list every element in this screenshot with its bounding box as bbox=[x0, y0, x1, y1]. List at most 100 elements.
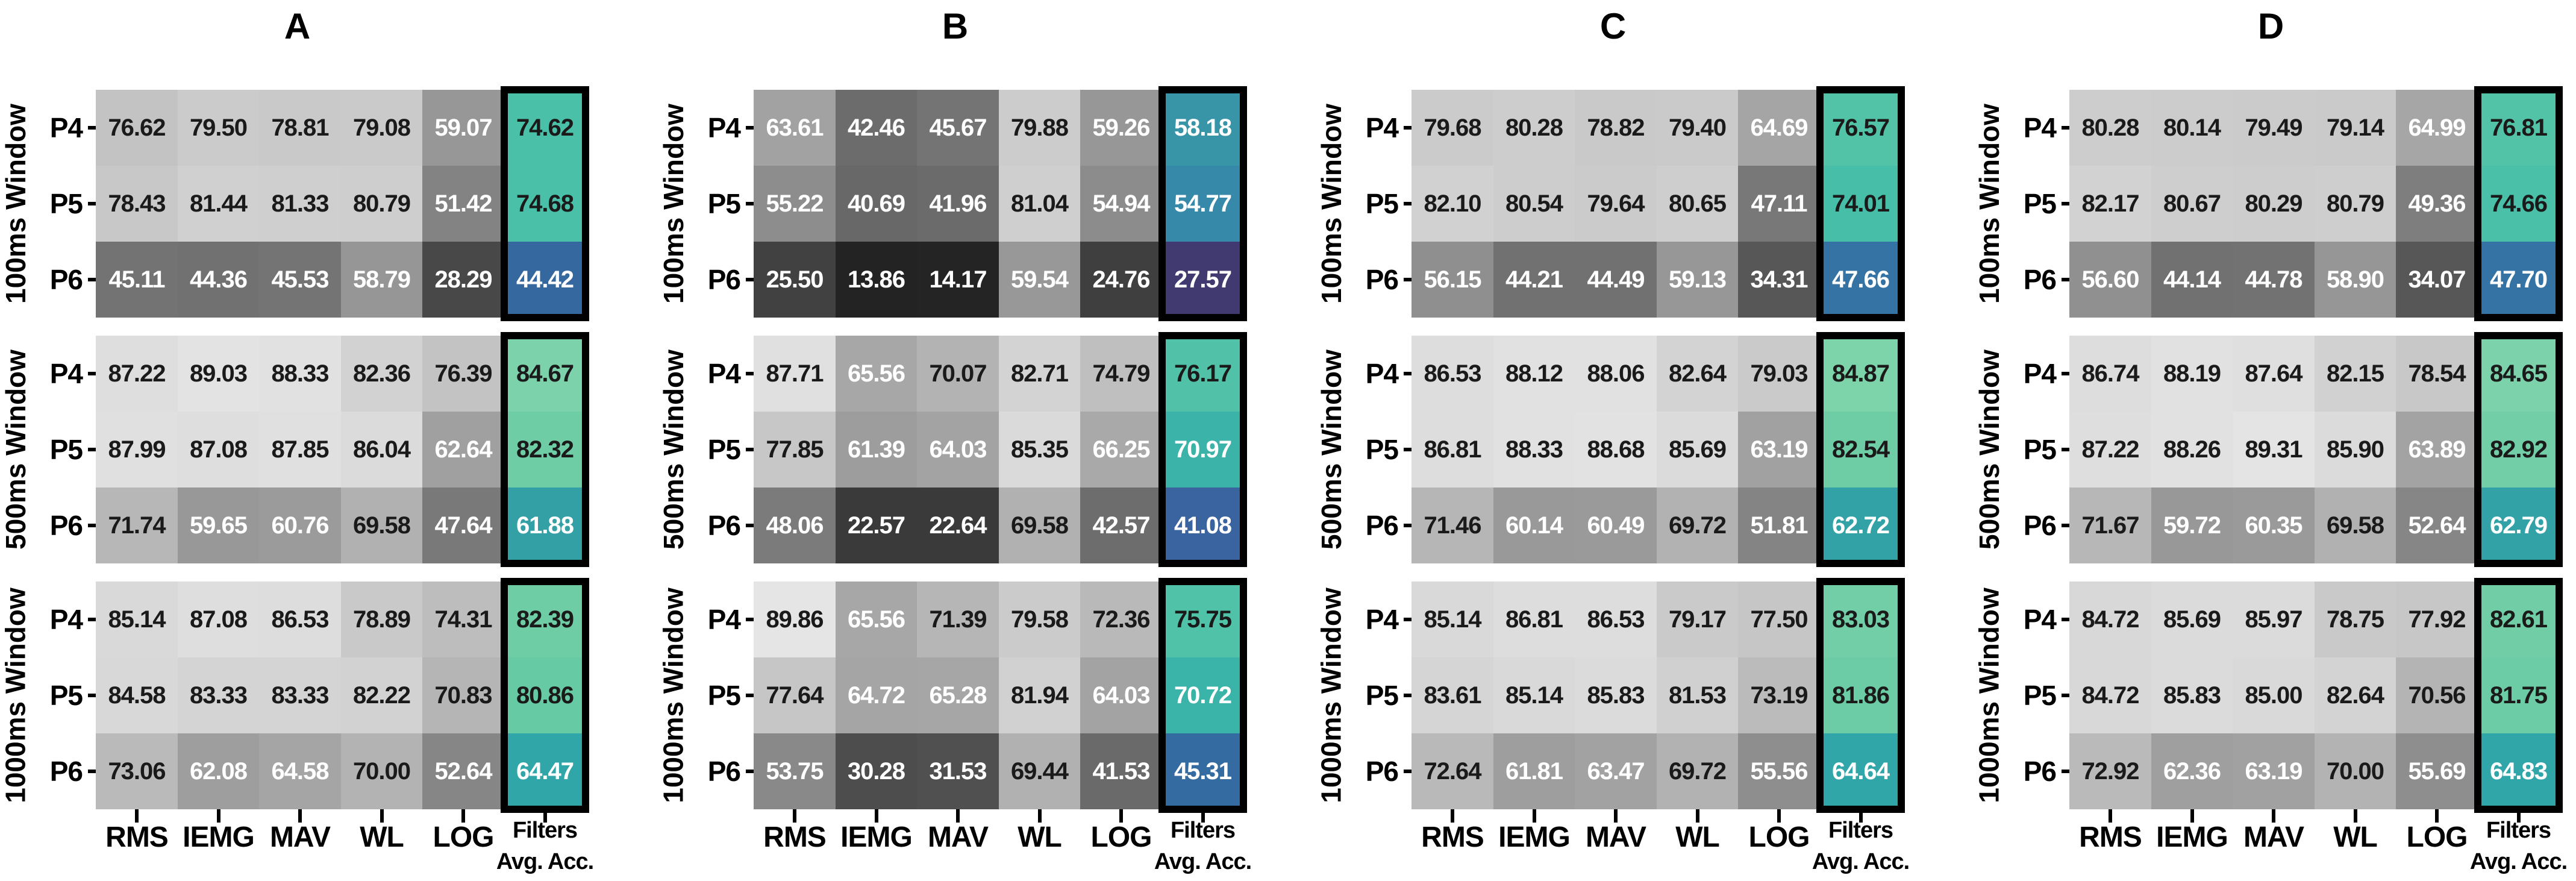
row-label-p6: P6 bbox=[2023, 510, 2057, 541]
col-label-mav: MAV bbox=[1585, 821, 1646, 853]
y-tick bbox=[746, 448, 754, 451]
heatmap-cell: 42.57 bbox=[1080, 488, 1162, 563]
panel-title-b: B bbox=[942, 6, 969, 46]
avg-column-border bbox=[2474, 578, 2563, 813]
heatmap-cell: 85.14 bbox=[96, 582, 178, 657]
heatmap-cell: 55.69 bbox=[2396, 733, 2478, 809]
avg-acc-cell: 58.18 bbox=[1162, 90, 1243, 166]
row-label-p4: P4 bbox=[707, 358, 741, 389]
heatmap-cell: 87.22 bbox=[2069, 412, 2151, 488]
heatmap-cell: 71.67 bbox=[2069, 488, 2151, 563]
heatmap-cell: 51.42 bbox=[422, 166, 504, 242]
heatmap-cell: 14.17 bbox=[917, 242, 999, 318]
heatmap-cell: 34.31 bbox=[1738, 242, 1820, 318]
row-label-p4: P4 bbox=[1365, 604, 1399, 635]
heatmap-cell: 78.75 bbox=[2315, 582, 2396, 657]
row-label-p5: P5 bbox=[707, 434, 741, 465]
col-label-wl: WL bbox=[2333, 821, 2378, 853]
col-label-log: LOG bbox=[2406, 821, 2468, 853]
heatmap-cell: 83.61 bbox=[1411, 657, 1493, 733]
heatmap-cell: 85.14 bbox=[1493, 657, 1575, 733]
avg-acc-cell: 74.62 bbox=[504, 90, 586, 166]
heatmap-cell: 63.47 bbox=[1575, 733, 1657, 809]
heatmap-cell: 79.49 bbox=[2233, 90, 2315, 166]
avg-acc-cell: 83.03 bbox=[1820, 582, 1901, 657]
heatmap-cell: 79.68 bbox=[1411, 90, 1493, 166]
heatmap-cell: 82.22 bbox=[341, 657, 422, 733]
heatmap-cell: 79.03 bbox=[1738, 336, 1820, 412]
row-label-p6: P6 bbox=[2023, 756, 2057, 787]
heatmap-cell: 49.36 bbox=[2396, 166, 2478, 242]
heatmap-cell: 87.08 bbox=[178, 582, 259, 657]
x-tick bbox=[2516, 809, 2521, 823]
heatmap-cell: 86.53 bbox=[259, 582, 341, 657]
col-label-wl: WL bbox=[360, 821, 404, 853]
x-tick bbox=[216, 809, 220, 823]
y-tick bbox=[2062, 618, 2069, 621]
heatmap-cell: 45.67 bbox=[917, 90, 999, 166]
heatmap-cell: 83.33 bbox=[259, 657, 341, 733]
heatmap-cell: 77.85 bbox=[754, 412, 836, 488]
heatmap-cell: 48.06 bbox=[754, 488, 836, 563]
heatmap-cell: 85.14 bbox=[1411, 582, 1493, 657]
y-tick bbox=[2062, 278, 2069, 281]
avg-column-border bbox=[1158, 332, 1247, 567]
avg-column-border bbox=[1158, 86, 1247, 321]
col-label-filters-line1: Filters bbox=[1170, 818, 1236, 843]
avg-acc-cell: 81.75 bbox=[2478, 657, 2559, 733]
y-tick bbox=[88, 694, 96, 697]
heatmap-cell: 86.81 bbox=[1411, 412, 1493, 488]
y-tick bbox=[746, 770, 754, 773]
avg-column-border bbox=[1816, 86, 1905, 321]
y-tick bbox=[2062, 770, 2069, 773]
y-tick bbox=[2062, 126, 2069, 130]
heatmap-cell: 87.64 bbox=[2233, 336, 2315, 412]
avg-acc-cell: 81.86 bbox=[1820, 657, 1901, 733]
heatmap-cell: 84.72 bbox=[2069, 657, 2151, 733]
row-label-p6: P6 bbox=[707, 510, 741, 541]
heatmap-cell: 81.53 bbox=[1657, 657, 1738, 733]
col-label-mav: MAV bbox=[2243, 821, 2304, 853]
heatmap-cell: 79.08 bbox=[341, 90, 422, 166]
avg-acc-cell: 64.64 bbox=[1820, 733, 1901, 809]
avg-acc-cell: 70.72 bbox=[1162, 657, 1243, 733]
avg-acc-cell: 47.66 bbox=[1820, 242, 1901, 318]
heatmap-cell: 24.76 bbox=[1080, 242, 1162, 318]
heatmap-cell: 51.81 bbox=[1738, 488, 1820, 563]
y-tick bbox=[746, 126, 754, 130]
heatmap-cell: 80.79 bbox=[2315, 166, 2396, 242]
heatmap-cell: 72.36 bbox=[1080, 582, 1162, 657]
heatmap-cell: 25.50 bbox=[754, 242, 836, 318]
heatmap-cell: 70.56 bbox=[2396, 657, 2478, 733]
heatmap-cell: 87.71 bbox=[754, 336, 836, 412]
y-tick bbox=[1404, 202, 1411, 205]
heatmap-cell: 85.97 bbox=[2233, 582, 2315, 657]
avg-acc-cell: 80.86 bbox=[504, 657, 586, 733]
avg-acc-cell: 82.92 bbox=[2478, 412, 2559, 488]
avg-acc-cell: 84.65 bbox=[2478, 336, 2559, 412]
heatmap-cell: 61.81 bbox=[1493, 733, 1575, 809]
heatmap-cell: 59.26 bbox=[1080, 90, 1162, 166]
heatmap-cell: 88.33 bbox=[1493, 412, 1575, 488]
avg-acc-cell: 75.75 bbox=[1162, 582, 1243, 657]
heatmap-cell: 70.83 bbox=[422, 657, 504, 733]
y-tick bbox=[746, 278, 754, 281]
x-tick bbox=[1119, 809, 1123, 823]
heatmap-cell: 82.71 bbox=[999, 336, 1080, 412]
heatmap-cell: 76.39 bbox=[422, 336, 504, 412]
heatmap-cell: 76.62 bbox=[96, 90, 178, 166]
y-tick bbox=[1404, 770, 1411, 773]
col-label-log: LOG bbox=[1748, 821, 1810, 853]
x-tick bbox=[1037, 809, 1042, 823]
heatmap-cell: 63.61 bbox=[754, 90, 836, 166]
heatmap-cell: 82.17 bbox=[2069, 166, 2151, 242]
heatmap-cell: 82.15 bbox=[2315, 336, 2396, 412]
y-tick bbox=[1404, 278, 1411, 281]
heatmap-cell: 66.25 bbox=[1080, 412, 1162, 488]
x-tick bbox=[2190, 809, 2194, 823]
heatmap-cell: 83.33 bbox=[178, 657, 259, 733]
y-tick bbox=[1404, 126, 1411, 130]
x-tick bbox=[793, 809, 796, 823]
heatmap-cell: 60.35 bbox=[2233, 488, 2315, 563]
heatmap-cell: 81.33 bbox=[259, 166, 341, 242]
